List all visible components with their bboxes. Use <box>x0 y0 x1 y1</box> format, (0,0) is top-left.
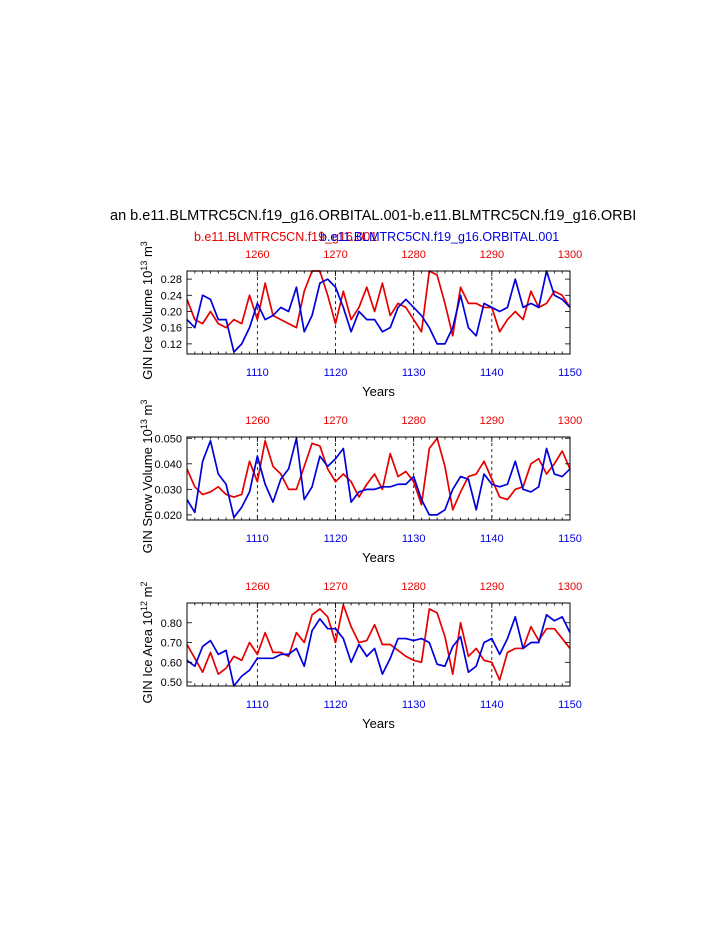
panel-snow-volume: 1110 1120 1130 1140 1150 1260 1270 1280 1290 1300… <box>139 400 582 565</box>
yaxis-label-exponent: 13 <box>139 261 149 271</box>
xaxis-label-ice-area: Years <box>362 716 395 731</box>
series-line-ice-volume-blue <box>186 270 571 353</box>
top-xtick-label-snow-volume-1280: 1280 <box>401 415 425 427</box>
top-xtick-label-ice-volume-1280: 1280 <box>401 249 425 261</box>
series-line-ice-area-blue <box>186 614 571 687</box>
ytick-label-ice-area-2: 0.70 <box>161 638 182 650</box>
xtick-label-snow-volume-1150: 1150 <box>558 533 582 545</box>
top-xtick-label-snow-volume-1290: 1290 <box>480 415 504 427</box>
top-xtick-label-snow-volume-1260: 1260 <box>245 415 269 427</box>
ytick-label-ice-area-3: 0.80 <box>161 618 182 630</box>
xtick-label-ice-volume-1120: 1120 <box>324 367 348 379</box>
yaxis-label-main: GIN Ice Volume 10 <box>140 271 155 380</box>
xaxis-label-ice-volume: Years <box>362 384 395 399</box>
xtick-label-snow-volume-1130: 1130 <box>402 533 426 545</box>
top-xtick-label-ice-area-1280: 1280 <box>401 581 425 593</box>
xtick-label-ice-area-1110: 1110 <box>246 699 269 711</box>
plot-frame-snow-volume <box>186 436 571 521</box>
yaxis-label-exponent: 12 <box>139 601 149 611</box>
panels-group: 1110 1120 1130 1140 1150 1260 1270 1280 1290 1300… <box>139 241 582 731</box>
yaxis-label-snow-volume: GIN Snow Volume 1013 m3 <box>139 400 155 554</box>
yaxis-label-ice-volume: GIN Ice Volume 1013 m3 <box>139 241 155 380</box>
yaxis-label-main: GIN Snow Volume 10 <box>140 429 155 553</box>
ytick-label-snow-volume-2: 0.040 <box>154 459 182 471</box>
xaxis-label-snow-volume: Years <box>362 550 395 565</box>
panel-ice-area: 1110 1120 1130 1140 1150 1260 1270 1280 1290 1300… <box>139 581 582 731</box>
xtick-label-ice-volume-1130: 1130 <box>402 367 426 379</box>
series-line-ice-area-red <box>186 604 571 681</box>
ytick-label-ice-area-0: 0.50 <box>161 677 182 689</box>
ytick-label-ice-volume-2: 0.20 <box>161 306 182 318</box>
ytick-label-ice-volume-0: 0.12 <box>161 339 182 351</box>
series-line-snow-volume-blue <box>186 437 571 519</box>
top-xtick-label-ice-area-1300: 1300 <box>558 581 582 593</box>
yaxis-label-unit-exponent: 2 <box>139 582 149 587</box>
top-xtick-label-ice-area-1270: 1270 <box>323 581 347 593</box>
plot-frame-ice-area <box>186 602 571 687</box>
figure-title: an b.e11.BLMTRC5CN.f19_g16.ORBITAL.001-b… <box>110 208 636 224</box>
yaxis-label-unit-exponent: 3 <box>139 400 149 405</box>
legend-entry-blue: b.e11.BLMTRC5CN.f19_g16.ORBITAL.001 <box>320 230 559 244</box>
yaxis-label-unit: m <box>140 246 155 260</box>
yaxis-label-exponent: 13 <box>139 419 149 429</box>
yaxis-label-unit-exponent: 3 <box>139 241 149 246</box>
ytick-label-ice-area-1: 0.60 <box>161 657 182 669</box>
ytick-label-snow-volume-3: 0.050 <box>154 433 182 445</box>
xtick-label-ice-area-1150: 1150 <box>558 699 582 711</box>
xtick-label-ice-area-1130: 1130 <box>402 699 426 711</box>
top-xtick-label-snow-volume-1270: 1270 <box>323 415 347 427</box>
series-line-ice-volume-red <box>186 270 571 337</box>
ytick-label-snow-volume-0: 0.020 <box>154 510 182 522</box>
ytick-label-ice-volume-3: 0.24 <box>161 290 182 302</box>
xtick-label-ice-area-1140: 1140 <box>480 699 504 711</box>
series-line-snow-volume-red <box>186 437 571 511</box>
yaxis-label-unit: m <box>140 587 155 601</box>
ytick-label-snow-volume-1: 0.030 <box>154 484 182 496</box>
top-xtick-label-ice-volume-1270: 1270 <box>323 249 347 261</box>
legend-entry-red: b.e11.BLMTRC5CN.f19_g16.001 <box>194 230 377 244</box>
ytick-label-ice-volume-4: 0.28 <box>161 274 182 286</box>
panel-ice-volume: 1110 1120 1130 1140 1150 1260 1270 1280 1290 1300… <box>139 241 582 399</box>
top-xtick-label-ice-volume-1260: 1260 <box>245 249 269 261</box>
xtick-label-snow-volume-1110: 1110 <box>246 533 269 545</box>
top-xtick-label-ice-area-1260: 1260 <box>245 581 269 593</box>
xtick-label-ice-area-1120: 1120 <box>324 699 348 711</box>
yaxis-label-main: GIN Ice Area 10 <box>140 611 155 704</box>
xtick-label-ice-volume-1110: 1110 <box>246 367 269 379</box>
top-xtick-label-ice-volume-1300: 1300 <box>558 249 582 261</box>
top-xtick-label-ice-volume-1290: 1290 <box>480 249 504 261</box>
xtick-label-snow-volume-1140: 1140 <box>480 533 504 545</box>
xtick-label-ice-volume-1140: 1140 <box>480 367 504 379</box>
plot-frame-ice-volume <box>186 270 571 355</box>
ytick-label-ice-volume-1: 0.16 <box>161 323 182 335</box>
yaxis-label-ice-area: GIN Ice Area 1012 m2 <box>139 582 155 704</box>
top-xtick-label-ice-area-1290: 1290 <box>480 581 504 593</box>
top-xtick-label-snow-volume-1300: 1300 <box>558 415 582 427</box>
xtick-label-ice-volume-1150: 1150 <box>558 367 582 379</box>
xtick-label-snow-volume-1120: 1120 <box>324 533 348 545</box>
yaxis-label-unit: m <box>140 405 155 419</box>
